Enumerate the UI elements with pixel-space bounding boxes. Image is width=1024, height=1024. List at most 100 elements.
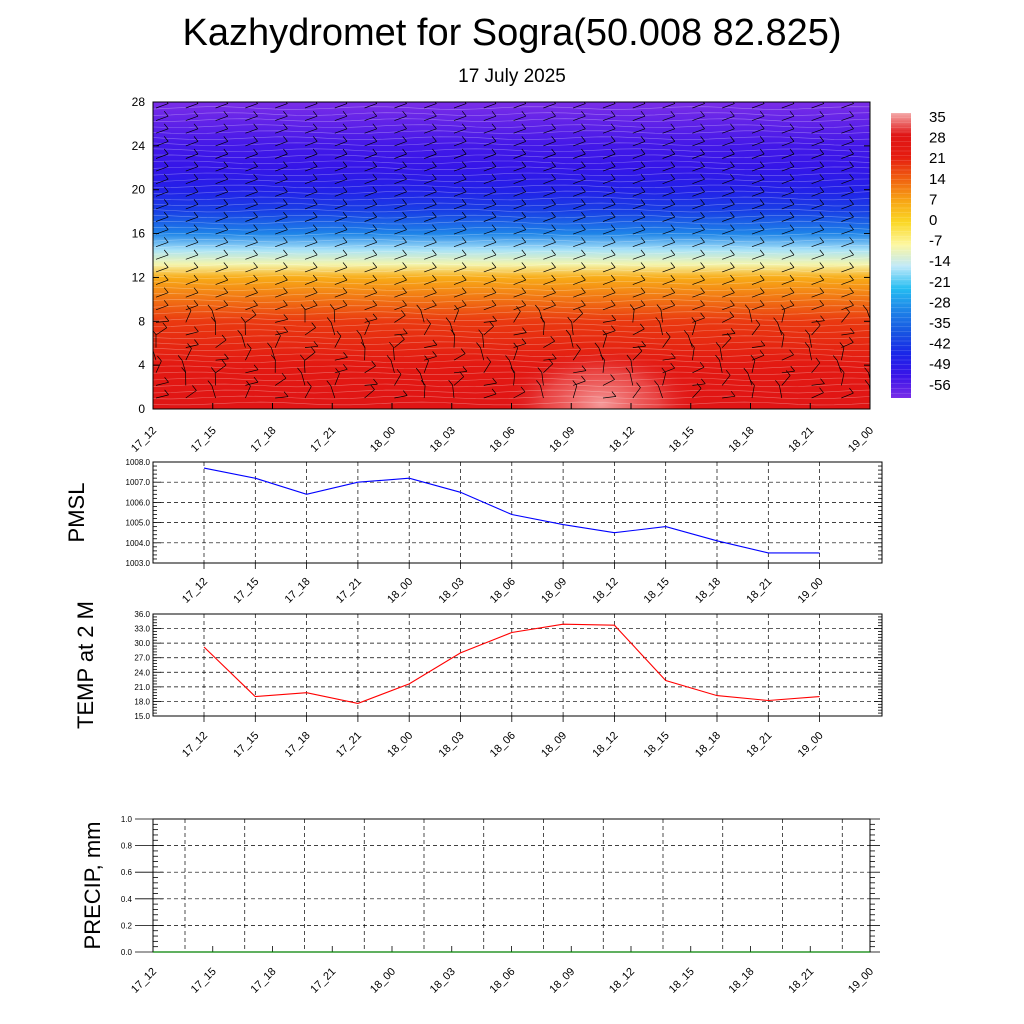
wind-barb <box>215 274 229 285</box>
wind-barb <box>572 344 581 361</box>
wind-barb <box>602 314 617 323</box>
wind-barb <box>513 186 527 197</box>
wind-barb <box>424 287 437 298</box>
wind-barb <box>811 387 824 399</box>
wind-barb <box>573 102 586 109</box>
y-tick-label: 18.0 <box>134 697 150 706</box>
wind-barb <box>692 300 705 311</box>
plot-frame <box>152 461 883 564</box>
wind-barb <box>632 102 646 109</box>
precip-panel: 0.0 0.2 0.4 0.6 0.8 1.0 17_12 17_15 17_18 17_21 18… <box>80 815 880 996</box>
y-tick-label: 8 <box>138 314 145 328</box>
wind-barb <box>453 366 468 374</box>
contour-line <box>153 154 870 159</box>
wind-barb <box>275 262 288 273</box>
wind-barb <box>245 148 258 159</box>
wind-barb <box>364 161 378 172</box>
wind-barb <box>215 224 229 235</box>
wind-barb <box>722 311 735 323</box>
wind-barb <box>662 274 676 285</box>
wind-barb <box>662 237 676 248</box>
wind-barb <box>662 102 676 109</box>
wind-barb <box>389 341 395 361</box>
wind-barb <box>841 274 854 285</box>
wind-barb <box>453 300 467 311</box>
wind-barb <box>781 287 795 298</box>
contour-line <box>153 287 870 291</box>
wind-barb <box>185 300 199 311</box>
wind-barb <box>245 262 258 273</box>
wind-barb <box>513 224 527 235</box>
wind-barb <box>841 262 854 273</box>
x-tick-label: 17_12 <box>129 425 159 455</box>
wind-barb <box>356 329 365 348</box>
wind-barb <box>721 369 731 386</box>
wind-barb <box>781 211 795 222</box>
wind-barb <box>394 173 407 185</box>
wind-barb <box>155 161 169 172</box>
wind-barb <box>155 300 169 311</box>
wind-barb <box>871 149 883 159</box>
wind-barb <box>722 249 735 260</box>
wind-barb <box>155 237 169 248</box>
wind-barb <box>424 148 437 159</box>
wind-barb <box>453 186 467 197</box>
wind-barb <box>453 199 467 210</box>
y-tick-label: 24 <box>132 139 146 153</box>
wind-barb <box>573 300 586 311</box>
wind-barb <box>513 136 527 147</box>
wind-barb <box>297 367 306 386</box>
wind-barb <box>692 312 705 323</box>
wind-barb <box>215 300 229 311</box>
wind-barb <box>632 249 646 260</box>
wind-barb <box>210 367 216 386</box>
temperature-cross-section: 0 4 8 12 16 20 24 28 17_12 17_15 17_18 17_21 18_00 18… <box>129 95 883 455</box>
wind-barb <box>185 199 199 210</box>
contour-line <box>153 371 870 375</box>
wind-barb <box>245 364 259 374</box>
wind-barb <box>155 211 169 222</box>
wind-barb <box>655 317 663 336</box>
wind-barb <box>453 173 467 185</box>
x-tick-label: 17_21 <box>308 425 338 455</box>
wind-barb <box>602 186 616 197</box>
wind-barb <box>155 315 170 323</box>
wind-barb <box>626 354 634 373</box>
wind-barb <box>424 173 437 185</box>
x-tick-label: 18_03 <box>428 425 458 455</box>
wind-barb <box>543 224 556 235</box>
wind-barb <box>505 355 514 373</box>
colorbar-label: 0 <box>929 212 937 229</box>
wind-barb <box>573 199 586 210</box>
wind-barb <box>364 110 378 121</box>
contour-line <box>153 305 870 309</box>
wind-barb <box>543 274 556 285</box>
wind-barb <box>364 148 378 159</box>
contour-line <box>153 142 870 146</box>
wind-barb <box>483 356 491 373</box>
warm-maximum <box>506 349 697 409</box>
colorbar-label: 21 <box>929 150 946 167</box>
contour-line <box>153 347 870 351</box>
wind-barb <box>275 224 288 235</box>
wind-barb <box>781 123 795 134</box>
wind-barb <box>513 110 527 121</box>
wind-barb <box>483 315 497 323</box>
wind-barb <box>304 173 318 185</box>
wind-barb <box>662 224 676 235</box>
wind-barb <box>245 123 258 134</box>
wind-barb <box>237 329 246 348</box>
x-tick-label: 19_00 <box>796 576 826 606</box>
wind-barb <box>632 110 646 121</box>
wind-barb <box>871 275 883 285</box>
contour-line <box>153 251 870 255</box>
contour-line <box>153 299 870 303</box>
y-tick-label: 4 <box>138 358 145 372</box>
wind-barb <box>632 382 641 399</box>
wind-barb <box>275 372 287 386</box>
wind-barb <box>483 136 497 147</box>
wind-barb <box>394 102 407 109</box>
wind-barb <box>364 360 376 374</box>
wind-barb <box>543 173 556 185</box>
